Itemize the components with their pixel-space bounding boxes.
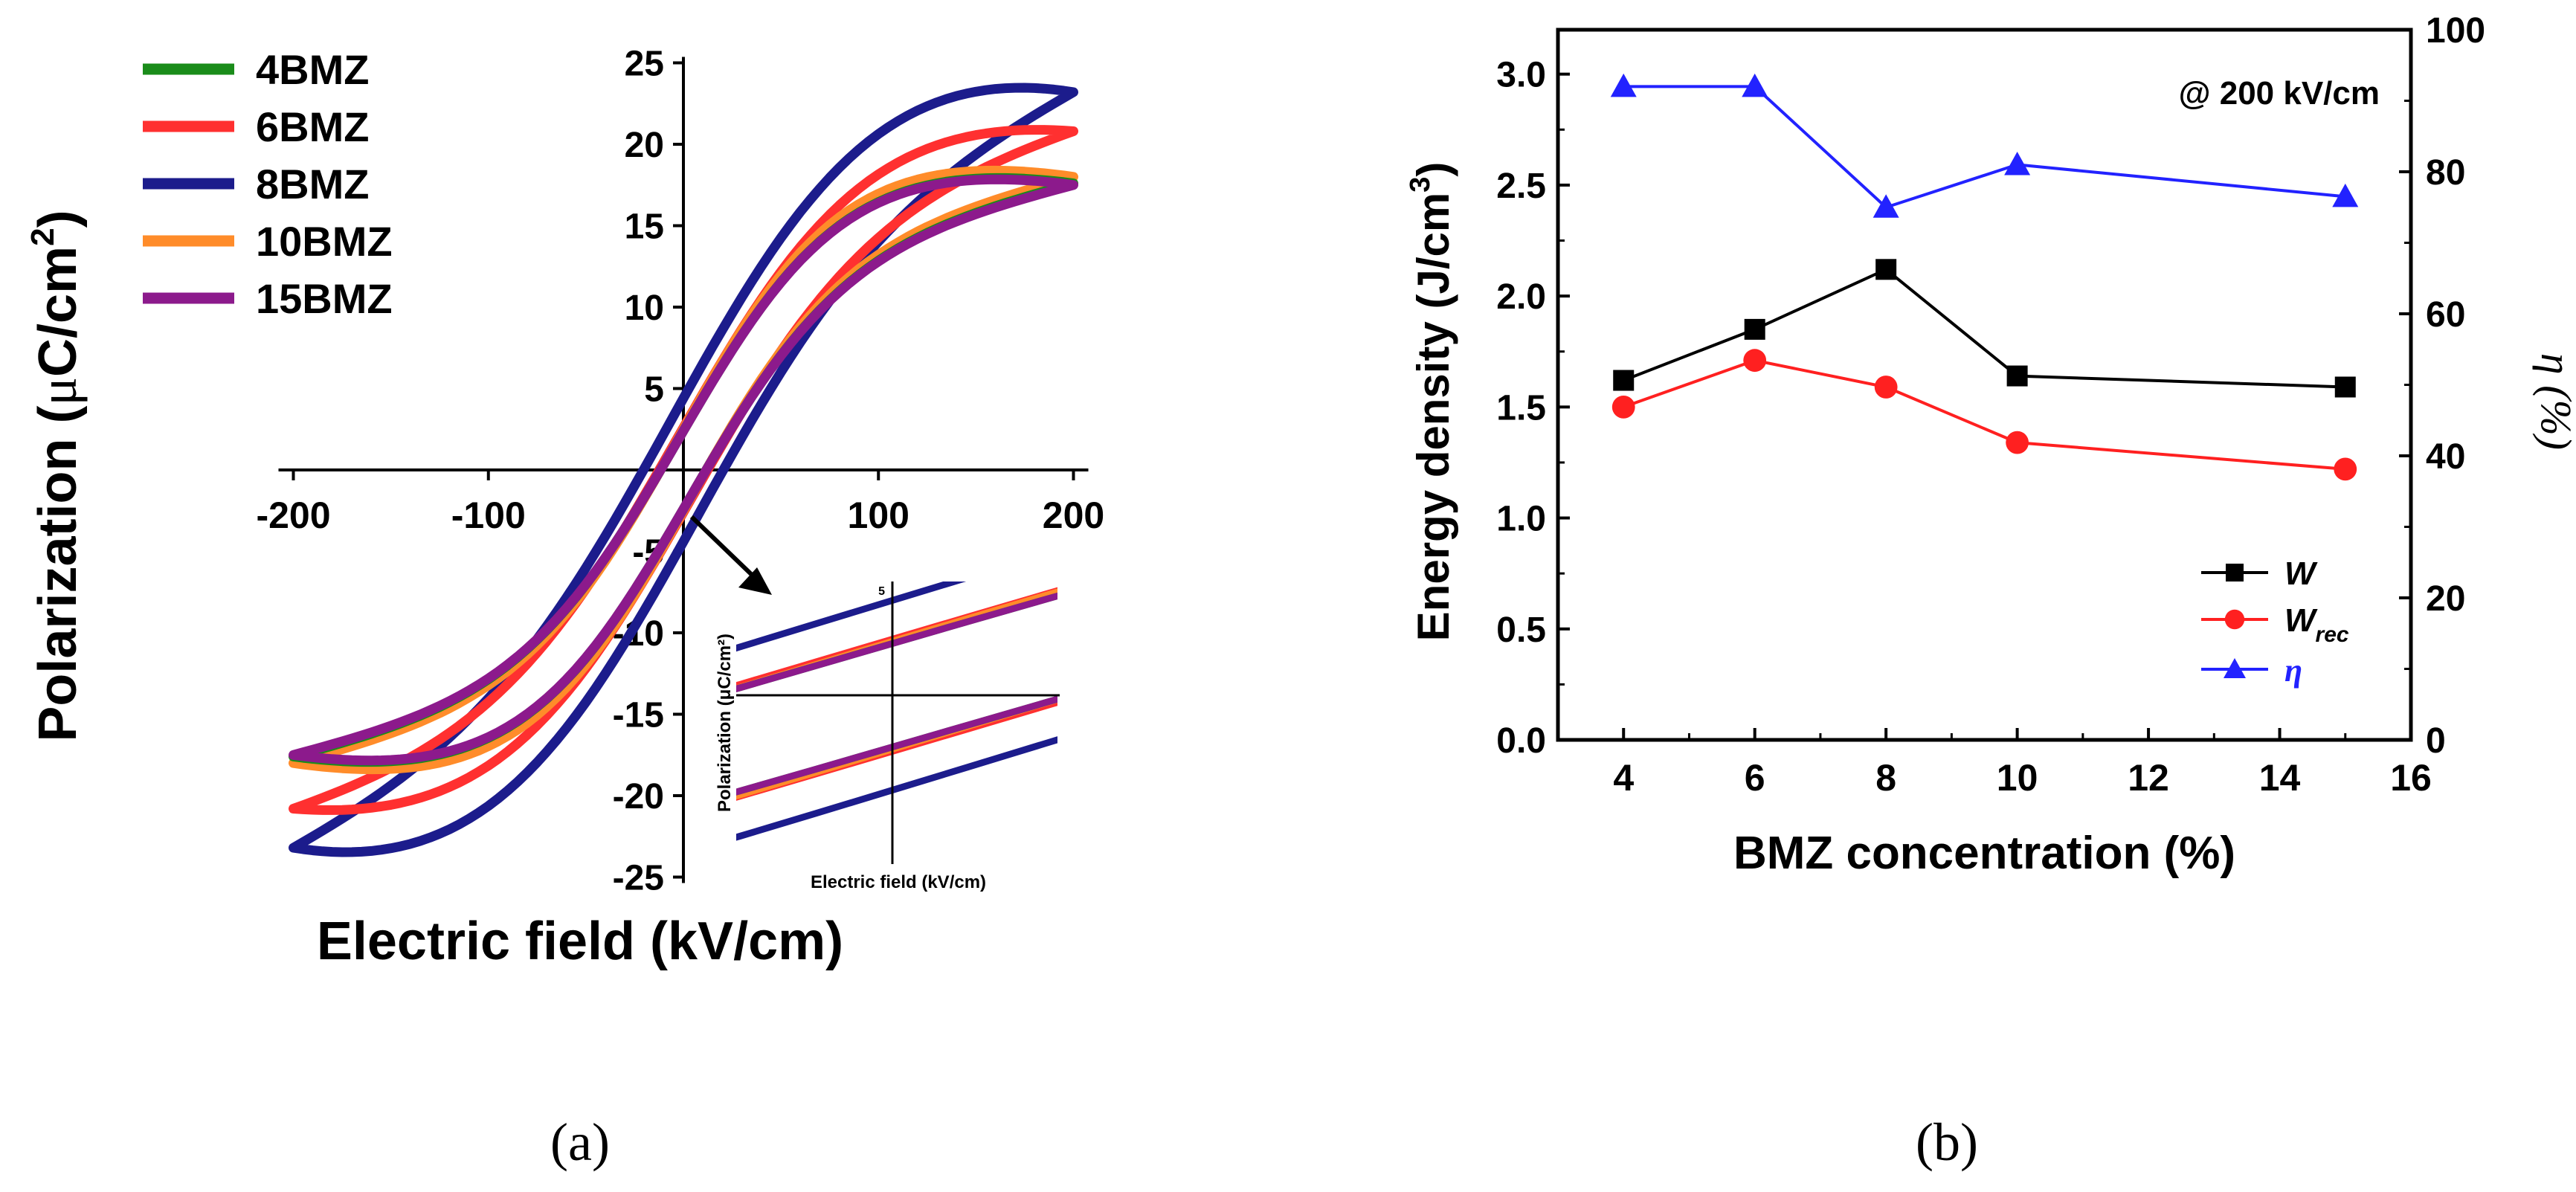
legend-label-main: W [2284, 555, 2318, 592]
y-axis-title-close: ) [28, 210, 88, 228]
x-tick-label: 6 [1745, 757, 1765, 799]
y-tick-label: 5 [644, 370, 664, 410]
legend-marker-1 [2224, 609, 2245, 630]
y-axis-title-sup: 3 [1405, 177, 1436, 193]
x-tick-label: -200 [256, 494, 330, 536]
data-point [1610, 73, 1637, 97]
inset-chart: 5 Electric field (kV/cm) Polarization (μC/… [715, 581, 1060, 892]
condition-annotation: @ 200 kV/cm [2179, 75, 2380, 112]
y-axis-title-unit: C/cm [28, 246, 88, 377]
y-tick-label: 2.5 [1496, 167, 1546, 206]
inset-loops [736, 581, 1057, 841]
y-axis-title: Polarization (μC/cm2) [25, 210, 88, 741]
x-tick-label: 16 [2390, 757, 2432, 799]
legend-label-0: W [2284, 555, 2318, 592]
inset-x-axis-title: Electric field (kV/cm) [811, 872, 986, 892]
x-axis-title: Electric field (kV/cm) [317, 912, 843, 971]
data-point [2334, 376, 2356, 398]
data-point [2332, 183, 2359, 207]
y2-axis-title: η (%) [2532, 353, 2576, 450]
data-point [1874, 376, 1898, 399]
legend-marker-2 [2224, 658, 2246, 678]
y-tick-label: -20 [613, 777, 664, 816]
x-tick-label: 100 [848, 494, 909, 536]
y-tick-label: -25 [613, 859, 664, 898]
x-tick-label: 10 [1997, 757, 2038, 799]
x-tick-label: 200 [1043, 494, 1104, 536]
panel-b-energy-density-chart: 4 6 8 10 12 14 16 0.0 0.5 1.0 1.5 2.0 2.5 3.0 0 20 40 60 8… [1405, 11, 2576, 879]
legend-label-4bmz: 4BMZ [256, 46, 369, 93]
y-tick-label: 1.5 [1496, 388, 1546, 428]
y-tick-label: 25 [625, 45, 664, 84]
y-tick-label: 10 [625, 289, 664, 328]
x-tick-label: 12 [2128, 757, 2169, 799]
inset-y-tick-label: 5 [878, 585, 885, 598]
legend-label-sub: rec [2316, 622, 2349, 647]
y-axis-title-mu: μ [28, 377, 88, 406]
legend-label-15bmz: 15BMZ [256, 275, 393, 322]
legend-label-1: Wrec [2284, 602, 2349, 647]
legend-label-8bmz: 8BMZ [256, 161, 369, 207]
legend-label-2: η [2284, 652, 2302, 689]
data-point [1873, 194, 1899, 218]
data-point [1743, 349, 1767, 373]
inset-arrow-head [738, 567, 772, 595]
y-axis-title-close: ) [1408, 162, 1458, 177]
y2-tick-label: 0 [2426, 721, 2446, 761]
panel-b-label: (b) [1916, 1112, 1978, 1172]
x-tick-label: -100 [451, 494, 526, 536]
panel-a-label: (a) [550, 1112, 610, 1172]
inset-loop-6bmz [736, 587, 1057, 801]
y-axis-title: Energy density (J/cm3) [1405, 162, 1458, 642]
x-tick-label: 4 [1613, 757, 1634, 799]
panel-a-hysteresis-chart: -200 -100 100 200-25-20-15-10-55101520254BM… [25, 45, 1104, 972]
data-point [2006, 431, 2029, 454]
y-tick-label: 2.0 [1496, 277, 1546, 317]
y2-tick-label: 80 [2426, 153, 2465, 193]
data-point [2006, 365, 2028, 387]
legend-marker-0 [2226, 564, 2244, 581]
x-tick-label: 14 [2259, 757, 2301, 799]
y-tick-label: 0.0 [1496, 721, 1546, 761]
inset-loop-8bmz [736, 581, 1057, 841]
legend-label-main: η [2284, 652, 2302, 689]
data-point [1744, 318, 1765, 340]
data-point [1613, 370, 1635, 391]
legend-label-main: W [2284, 602, 2318, 639]
y-tick-label: 3.0 [1496, 56, 1546, 95]
y-tick-label: 20 [625, 126, 664, 165]
y-tick-label: 15 [625, 207, 664, 247]
loop-15bmz [289, 174, 1078, 766]
y-axis-title-main: Polarization ( [28, 406, 88, 742]
x-axis-title: BMZ concentration (%) [1733, 828, 2235, 879]
data-point [1611, 395, 1635, 419]
data-point [2334, 457, 2357, 481]
y-axis-title-sup: 2 [25, 228, 61, 245]
y2-tick-label: 40 [2426, 437, 2465, 477]
inset-arrow-line [689, 515, 753, 576]
y-axis-title-main: Energy density (J/cm [1408, 193, 1458, 642]
y2-tick-label: 100 [2426, 11, 2485, 51]
x-tick-label: 8 [1875, 757, 1896, 799]
legend-label-10bmz: 10BMZ [256, 218, 393, 265]
y-tick-label: 1.0 [1496, 500, 1546, 539]
y-tick-label: 0.5 [1496, 611, 1546, 650]
inset-loop-10bmz [736, 588, 1057, 800]
y-tick-label: -15 [613, 696, 664, 735]
y2-tick-label: 20 [2426, 579, 2465, 619]
inset-y-axis-title: Polarization (μC/cm²) [715, 634, 735, 812]
series-line-1 [1623, 358, 2345, 471]
data-point [2004, 151, 2031, 175]
data-point [1875, 259, 1897, 280]
y2-tick-label: 60 [2426, 295, 2465, 335]
data-point [1742, 73, 1768, 97]
legend-label-6bmz: 6BMZ [256, 103, 369, 150]
